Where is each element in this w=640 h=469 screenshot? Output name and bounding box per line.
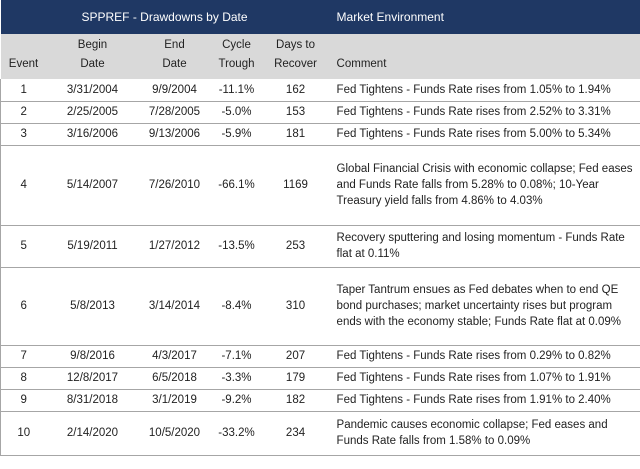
comment-cell: Fed Tightens - Funds Rate rises from 2.5… (328, 101, 640, 124)
days-to-recover-cell: 179 (262, 367, 329, 390)
begin-date-cell: 2/25/2005 (46, 101, 139, 124)
comment-cell: Recovery sputtering and losing momentum … (328, 225, 640, 268)
days-to-recover-cell: 253 (262, 225, 329, 268)
header-end-date: End Date (138, 34, 211, 79)
begin-date-cell: 5/8/2013 (46, 267, 139, 346)
event-cell: 9 (0, 389, 47, 412)
cycle-trough-cell: -5.0% (210, 101, 263, 124)
cycle-trough-cell: -8.4% (210, 267, 263, 346)
cycle-trough-cell: -9.2% (210, 389, 263, 412)
begin-date-cell: 9/8/2016 (46, 345, 139, 368)
comment-cell: Fed Tightens - Funds Rate rises from 1.9… (328, 389, 640, 412)
header-days-to-recover: Days to Recover (262, 34, 329, 79)
table-body: 1 3/31/2004 9/9/2004 -11.1% 162 Fed Tightens … (0, 79, 640, 456)
table-title: SPPREF - Drawdowns by Date (0, 0, 329, 34)
header-begin-date: Begin Date (46, 34, 139, 79)
table-row: 2 2/25/2005 7/28/2005 -5.0% 153 Fed Tightens … (0, 101, 640, 124)
table-row: 7 9/8/2016 4/3/2017 -7.1% 207 Fed Tightens - … (0, 345, 640, 368)
comment-cell: Fed Tightens - Funds Rate rises from 5.0… (328, 123, 640, 146)
table-row: 5 5/19/2011 1/27/2012 -13.5% 253 Recovery spu… (0, 225, 640, 268)
table-row: 3 3/16/2006 9/13/2006 -5.9% 181 Fed Tightens … (0, 123, 640, 146)
table-row: 6 5/8/2013 3/14/2014 -8.4% 310 Taper Tantrum … (0, 267, 640, 346)
cycle-trough-cell: -13.5% (210, 225, 263, 268)
event-cell: 3 (0, 123, 47, 146)
end-date-cell: 3/14/2014 (138, 267, 211, 346)
drawdowns-table: SPPREF - Drawdowns by Date Market Enviro… (0, 0, 640, 456)
cycle-trough-cell: -5.9% (210, 123, 263, 146)
days-to-recover-cell: 310 (262, 267, 329, 346)
end-date-cell: 9/9/2004 (138, 79, 211, 102)
event-cell: 7 (0, 345, 47, 368)
market-environment-title: Market Environment (328, 0, 640, 34)
comment-cell: Global Financial Crisis with economic co… (328, 145, 640, 226)
cycle-trough-cell: -7.1% (210, 345, 263, 368)
end-date-cell: 7/28/2005 (138, 101, 211, 124)
begin-date-cell: 5/14/2007 (46, 145, 139, 226)
cycle-trough-cell: -66.1% (210, 145, 263, 226)
header-event: Event (0, 34, 47, 79)
event-cell: 10 (0, 411, 47, 456)
comment-cell: Fed Tightens - Funds Rate rises from 0.2… (328, 345, 640, 368)
table-row: 1 3/31/2004 9/9/2004 -11.1% 162 Fed Tightens … (0, 79, 640, 102)
comment-cell: Fed Tightens - Funds Rate rises from 1.0… (328, 79, 640, 102)
end-date-cell: 4/3/2017 (138, 345, 211, 368)
comment-cell: Taper Tantrum ensues as Fed debates when… (328, 267, 640, 346)
cycle-trough-cell: -33.2% (210, 411, 263, 456)
begin-date-cell: 3/31/2004 (46, 79, 139, 102)
begin-date-cell: 2/14/2020 (46, 411, 139, 456)
days-to-recover-cell: 153 (262, 101, 329, 124)
comment-cell: Pandemic causes economic collapse; Fed e… (328, 411, 640, 456)
table-row: 10 2/14/2020 10/5/2020 -33.2% 234 Pandemic ca… (0, 411, 640, 456)
header-comment: Comment (328, 34, 640, 79)
event-cell: 5 (0, 225, 47, 268)
end-date-cell: 9/13/2006 (138, 123, 211, 146)
event-cell: 8 (0, 367, 47, 390)
event-cell: 4 (0, 145, 47, 226)
begin-date-cell: 3/16/2006 (46, 123, 139, 146)
days-to-recover-cell: 162 (262, 79, 329, 102)
begin-date-cell: 12/8/2017 (46, 367, 139, 390)
end-date-cell: 10/5/2020 (138, 411, 211, 456)
cycle-trough-cell: -3.3% (210, 367, 263, 390)
table-row: 8 12/8/2017 6/5/2018 -3.3% 179 Fed Tightens -… (0, 367, 640, 390)
end-date-cell: 6/5/2018 (138, 367, 211, 390)
days-to-recover-cell: 182 (262, 389, 329, 412)
cycle-trough-cell: -11.1% (210, 79, 263, 102)
end-date-cell: 1/27/2012 (138, 225, 211, 268)
end-date-cell: 3/1/2019 (138, 389, 211, 412)
table-row: 4 5/14/2007 7/26/2010 -66.1% 1169 Global Fina… (0, 145, 640, 226)
event-cell: 2 (0, 101, 47, 124)
begin-date-cell: 5/19/2011 (46, 225, 139, 268)
event-cell: 6 (0, 267, 47, 346)
end-date-cell: 7/26/2010 (138, 145, 211, 226)
table-row: 9 8/31/2018 3/1/2019 -9.2% 182 Fed Tightens -… (0, 389, 640, 412)
days-to-recover-cell: 234 (262, 411, 329, 456)
days-to-recover-cell: 181 (262, 123, 329, 146)
begin-date-cell: 8/31/2018 (46, 389, 139, 412)
header-cycle-trough: Cycle Trough (210, 34, 263, 79)
column-header-row: Event Begin Date End Date Cycle Trough Days… (0, 34, 640, 79)
days-to-recover-cell: 1169 (262, 145, 329, 226)
title-band: SPPREF - Drawdowns by Date Market Enviro… (0, 0, 640, 34)
days-to-recover-cell: 207 (262, 345, 329, 368)
event-cell: 1 (0, 79, 47, 102)
comment-cell: Fed Tightens - Funds Rate rises from 1.0… (328, 367, 640, 390)
